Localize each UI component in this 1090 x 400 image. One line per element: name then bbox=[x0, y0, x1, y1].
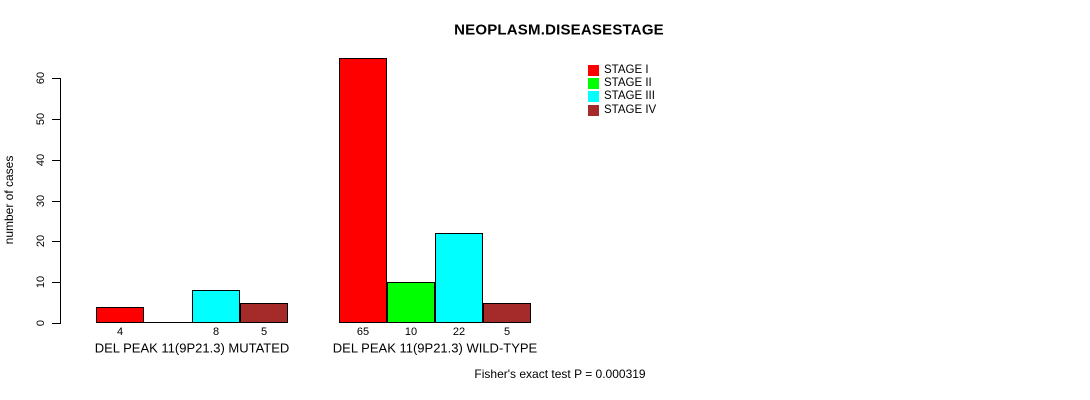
y-tick-label: 40 bbox=[35, 153, 47, 167]
legend-swatch-stage-iii bbox=[588, 91, 599, 103]
y-tick bbox=[52, 241, 60, 242]
annotation-fisher-test: Fisher's exact test P = 0.000319 bbox=[474, 367, 646, 381]
legend-label-stage-ii: STAGE II bbox=[604, 77, 652, 90]
bar-value-label: 10 bbox=[404, 326, 418, 338]
y-tick bbox=[52, 160, 60, 161]
bar-stage-i-del-peak-11-9p21-3-mutated bbox=[96, 307, 144, 323]
legend-swatch-stage-i bbox=[588, 65, 599, 77]
y-tick bbox=[52, 201, 60, 202]
y-tick-label: 20 bbox=[35, 234, 47, 248]
bar-value-label: 65 bbox=[356, 326, 370, 338]
bar-stage-iv-del-peak-11-9p21-3-wild-type bbox=[483, 303, 531, 323]
y-tick-label: 30 bbox=[35, 194, 47, 208]
y-tick bbox=[52, 323, 60, 324]
legend-swatch-stage-ii bbox=[588, 78, 599, 90]
chart-title: NEOPLASM.DISEASESTAGE bbox=[454, 21, 664, 39]
category-label-wild-type: DEL PEAK 11(9P21.3) WILD-TYPE bbox=[332, 340, 538, 356]
legend-item-stage-ii: STAGE II bbox=[588, 77, 656, 90]
legend-item-stage-i: STAGE I bbox=[588, 64, 656, 77]
legend-swatch-stage-iv bbox=[588, 104, 599, 116]
bar-stage-iii-del-peak-11-9p21-3-wild-type bbox=[435, 233, 483, 323]
bar-value-label: 8 bbox=[212, 326, 220, 338]
legend-item-stage-iii: STAGE III bbox=[588, 90, 656, 103]
category-label-mutated: DEL PEAK 11(9P21.3) MUTATED bbox=[94, 340, 290, 356]
y-tick bbox=[52, 78, 60, 79]
y-tick bbox=[52, 282, 60, 283]
legend: STAGE I STAGE II STAGE III STAGE IV bbox=[588, 64, 656, 117]
y-tick-label: 50 bbox=[35, 112, 47, 126]
legend-label-stage-i: STAGE I bbox=[604, 64, 649, 77]
bar-value-label: 5 bbox=[503, 326, 511, 338]
bar-value-label: 22 bbox=[452, 326, 466, 338]
y-tick-label: 60 bbox=[35, 71, 47, 85]
bar-stage-ii-del-peak-11-9p21-3-wild-type bbox=[387, 282, 435, 323]
y-tick-label: 0 bbox=[35, 319, 47, 327]
legend-label-stage-iv: STAGE IV bbox=[604, 103, 657, 116]
legend-label-stage-iii: STAGE III bbox=[604, 90, 655, 103]
bar-stage-ii-del-peak-11-9p21-3-mutated bbox=[144, 322, 192, 323]
legend-item-stage-iv: STAGE IV bbox=[588, 104, 656, 117]
bar-stage-iii-del-peak-11-9p21-3-mutated bbox=[192, 290, 240, 323]
bar-stage-iv-del-peak-11-9p21-3-mutated bbox=[240, 303, 288, 323]
bar-stage-i-del-peak-11-9p21-3-wild-type bbox=[339, 58, 387, 323]
y-axis-line bbox=[60, 78, 61, 324]
y-tick bbox=[52, 119, 60, 120]
bar-value-label: 4 bbox=[116, 326, 124, 338]
y-tick-label: 10 bbox=[35, 275, 47, 289]
bar-value-label: 5 bbox=[260, 326, 268, 338]
